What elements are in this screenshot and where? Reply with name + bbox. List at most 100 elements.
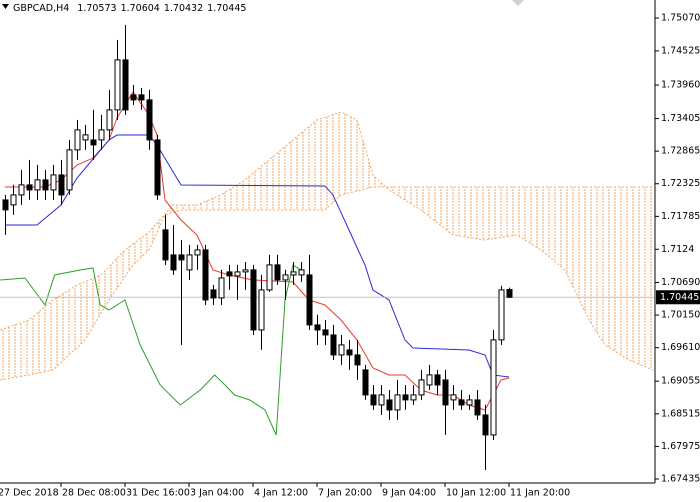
candle-body xyxy=(194,249,201,256)
candle-body xyxy=(346,349,353,356)
candle-body xyxy=(266,264,273,291)
candle-body xyxy=(250,269,257,331)
indicator-line xyxy=(5,134,510,378)
candle-body xyxy=(314,324,321,331)
candle-body xyxy=(10,194,17,206)
candle-body xyxy=(378,394,385,406)
y-tick-label: 1.73405 xyxy=(661,113,700,124)
y-tick-label: 1.72325 xyxy=(661,178,700,189)
candle-body xyxy=(418,379,425,396)
cloud-span-b xyxy=(0,186,653,381)
candle-body xyxy=(146,99,153,141)
x-tick-label: 9 Jan 04:00 xyxy=(382,488,436,499)
candle-body xyxy=(370,394,377,406)
candle-body xyxy=(274,264,281,281)
scroll-marker xyxy=(512,0,524,6)
price-box-label: 1.70445 xyxy=(660,292,699,303)
indicator-line xyxy=(0,264,302,436)
candle-body xyxy=(218,277,225,299)
candle-body xyxy=(178,254,185,261)
candle-body xyxy=(154,139,161,196)
candle-body xyxy=(330,334,337,356)
candle-body xyxy=(82,134,89,141)
last-low: 1.70432 xyxy=(164,3,203,14)
candle-body xyxy=(130,94,137,101)
x-tick-label: 11 Jan 20:00 xyxy=(510,488,570,499)
menu-arrow[interactable] xyxy=(2,4,9,9)
x-tick-label: 10 Jan 12:00 xyxy=(446,488,506,499)
y-tick-label: 1.70690 xyxy=(661,277,700,288)
y-tick-label: 1.67975 xyxy=(661,441,700,452)
candle-body xyxy=(338,344,345,356)
candle-body xyxy=(202,249,209,301)
cloud-span-a xyxy=(0,111,654,371)
candle-body xyxy=(58,174,65,196)
candle-body xyxy=(426,374,433,386)
candle-body xyxy=(210,289,217,299)
symbol: GBPCAD,H4 xyxy=(13,3,69,14)
x-tick-label: 28 Dec 08:00 xyxy=(62,488,126,499)
candle-body xyxy=(90,139,97,146)
last-open: 1.70573 xyxy=(77,3,116,14)
candle-body xyxy=(122,59,129,111)
cloud-layer xyxy=(0,111,654,381)
candle-body xyxy=(26,184,33,191)
candle-body xyxy=(106,109,113,131)
candle-body xyxy=(386,399,393,411)
candle-body xyxy=(490,339,497,436)
x-tick-label: 31 Dec 16:00 xyxy=(126,488,190,499)
candle-body xyxy=(186,254,193,271)
candle-body xyxy=(98,129,105,141)
y-tick-label: 1.72865 xyxy=(661,146,700,157)
candle-body xyxy=(458,399,465,406)
y-tick-label: 1.75070 xyxy=(661,12,700,23)
last-close: 1.70445 xyxy=(207,3,246,14)
y-tick-label: 1.73960 xyxy=(661,80,700,91)
y-tick-label: 1.67435 xyxy=(661,474,700,485)
candle-body xyxy=(498,289,505,341)
candle-body xyxy=(18,184,25,196)
candle-body xyxy=(474,399,481,416)
candle-body xyxy=(466,399,473,406)
candle-body xyxy=(410,394,417,401)
x-tick-label: 27 Dec 2018 xyxy=(0,488,59,499)
candle-body xyxy=(506,289,513,298)
candle-body xyxy=(442,379,449,406)
y-tick-label: 1.69055 xyxy=(661,376,700,387)
candle-body xyxy=(50,174,57,191)
axis-layer: 1.75070 1.74525 1.73960 1.73405 1.72865 1.723… xyxy=(0,12,700,499)
candle-body xyxy=(34,179,41,191)
candle-body xyxy=(258,289,265,331)
candle-body xyxy=(354,354,361,366)
y-tick-label: 1.68515 xyxy=(661,408,700,419)
chart-title: GBPCAD,H4 1.70573 1.70604 1.70432 1.70445 xyxy=(13,3,246,14)
candle-body xyxy=(290,271,297,276)
candle-body xyxy=(42,179,49,191)
x-tick-label: 3 Jan 04:00 xyxy=(190,488,244,499)
last-high: 1.70604 xyxy=(121,3,160,14)
candle-body xyxy=(74,129,81,151)
candle-body xyxy=(322,329,329,336)
x-tick-label: 7 Jan 20:00 xyxy=(318,488,372,499)
candle-body xyxy=(394,394,401,411)
candle-body xyxy=(434,374,441,386)
y-tick-label: 1.7124 xyxy=(661,244,694,255)
candle-body xyxy=(450,394,457,401)
candle-body xyxy=(2,199,9,211)
y-tick-label: 1.69610 xyxy=(661,342,700,353)
candle-layer xyxy=(2,24,513,470)
x-tick-label: 4 Jan 12:00 xyxy=(254,488,308,499)
candle-body xyxy=(362,369,369,396)
candle-body xyxy=(242,269,249,273)
candle-body xyxy=(234,271,241,277)
candle-body xyxy=(482,414,489,436)
candle-body xyxy=(298,269,305,276)
candle-body xyxy=(226,271,233,277)
price-box xyxy=(656,290,700,305)
candle-body xyxy=(402,394,409,401)
candle-body xyxy=(66,149,73,191)
y-tick-label: 1.74525 xyxy=(661,45,700,56)
y-tick-label: 1.71785 xyxy=(661,211,700,222)
candle-body xyxy=(170,254,177,271)
